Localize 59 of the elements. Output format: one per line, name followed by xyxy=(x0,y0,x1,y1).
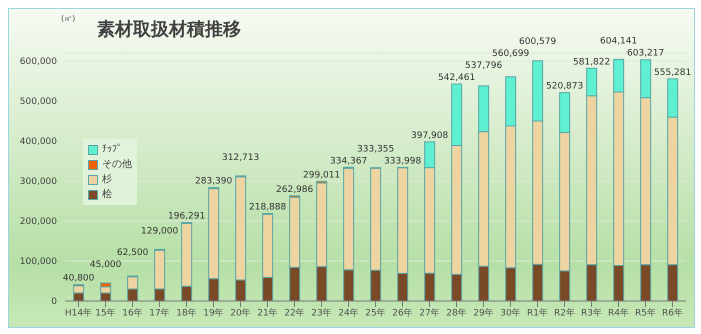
total-label: 555,281 xyxy=(654,68,692,78)
total-label: 334,367 xyxy=(330,156,368,166)
y-tick-label: 100,000 xyxy=(20,257,58,268)
total-label: 218,888 xyxy=(249,202,287,212)
x-tick-label: 19年 xyxy=(203,307,224,318)
total-label: 397,908 xyxy=(411,130,449,141)
chart-title: 素材取扱材積推移 xyxy=(97,18,241,41)
total-label: 581,822 xyxy=(573,57,610,68)
total-label: 312,713 xyxy=(222,152,260,163)
total-label: 196,291 xyxy=(168,211,206,222)
x-tick-label: R6年 xyxy=(662,307,683,318)
x-tick-label: R4年 xyxy=(608,307,629,318)
legend-label: ﾁｯﾌﾟ xyxy=(102,142,122,157)
x-tick-label: 18年 xyxy=(176,307,197,318)
total-label: 537,796 xyxy=(465,61,503,72)
total-label: 129,000 xyxy=(141,226,179,236)
y-axis-title: (㎥) xyxy=(61,13,76,24)
x-tick-label: 30年 xyxy=(500,307,521,318)
x-tick-label: 24年 xyxy=(338,307,359,318)
total-label: 333,998 xyxy=(384,156,422,166)
x-tick-label: 17年 xyxy=(149,307,170,318)
x-tick-label: 22年 xyxy=(284,307,305,318)
x-tick-label: 25年 xyxy=(365,307,386,318)
total-label: 603,217 xyxy=(627,48,664,59)
x-tick-label: 15年 xyxy=(95,307,116,318)
total-label: 333,355 xyxy=(357,144,394,154)
x-tick-label: 20年 xyxy=(230,307,251,318)
x-tick-label: 23年 xyxy=(311,307,332,318)
x-tick-label: 29年 xyxy=(473,307,494,318)
legend-label: 桧 xyxy=(102,188,112,202)
x-tick-label: 16年 xyxy=(122,307,143,318)
y-tick-label: 0 xyxy=(51,297,58,308)
y-tick-label: 500,000 xyxy=(20,97,58,108)
total-label: 299,011 xyxy=(303,170,340,180)
total-label: 262,986 xyxy=(276,184,314,195)
legend-label: 杉 xyxy=(102,172,112,187)
total-label: 600,579 xyxy=(519,37,557,48)
y-tick-label: 300,000 xyxy=(20,177,58,188)
x-tick-label: R2年 xyxy=(554,307,575,318)
y-tick-label: 400,000 xyxy=(20,137,58,148)
total-label: 283,390 xyxy=(195,176,233,187)
x-tick-label: R3年 xyxy=(581,307,602,318)
total-label: 520,873 xyxy=(546,82,584,92)
x-tick-label: 27年 xyxy=(419,307,440,318)
x-tick-label: R5年 xyxy=(635,307,656,318)
y-tick-label: 200,000 xyxy=(20,217,58,228)
x-tick-label: R1年 xyxy=(527,307,548,318)
total-label: 62,500 xyxy=(116,248,149,258)
total-label: 40,800 xyxy=(62,274,95,284)
x-tick-label: 26年 xyxy=(392,307,413,318)
total-label: 604,141 xyxy=(600,36,638,46)
total-label: 45,000 xyxy=(90,260,122,270)
x-tick-label: H14年 xyxy=(64,307,92,318)
legend-label: その他 xyxy=(102,158,132,172)
total-label: 542,461 xyxy=(438,73,476,84)
total-label: 560,699 xyxy=(492,49,530,60)
y-tick-label: 600,000 xyxy=(20,57,58,68)
x-tick-label: 28年 xyxy=(446,307,467,318)
x-tick-label: 21年 xyxy=(257,307,278,318)
